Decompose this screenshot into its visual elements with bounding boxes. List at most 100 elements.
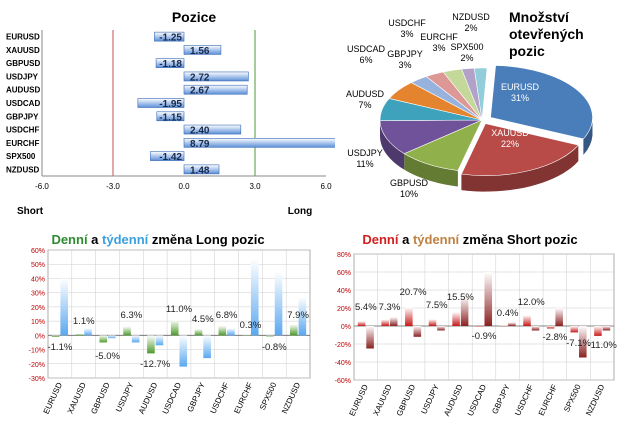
change-chart-category-label: GBPJPY — [490, 382, 512, 415]
change-chart-title-part: Denní — [51, 232, 88, 247]
daily-change-bar — [147, 335, 155, 354]
daily-change-value-label: 7.5% — [426, 300, 448, 311]
weekly-change-bar — [274, 271, 283, 336]
pie-slice-percent-label: 31% — [511, 93, 529, 103]
change-chart-category-label: USDCHF — [513, 383, 535, 417]
weekly-change-bar — [155, 335, 164, 346]
positions-category-label: NZDUSD — [6, 165, 40, 174]
positions-value-label: -1.18 — [159, 59, 182, 70]
change-chart-y-tick-label: 40% — [337, 288, 351, 295]
change-chart-category-label: USDCHF — [209, 381, 231, 415]
change-chart-category-label: AUDUSD — [442, 383, 465, 418]
pie-slice-name-label: USDJPY — [347, 148, 383, 158]
change-chart-y-tick-label: 0% — [341, 324, 351, 331]
open-positions-pie-chart: Množství otevřených pozic EURUSD 31% XAUUSD 22… — [335, 0, 619, 225]
change-chart-category-label: USDCAD — [161, 381, 184, 416]
positions-category-label: USDJPY — [6, 72, 39, 81]
daily-change-value-label: 6.8% — [216, 310, 238, 321]
daily-change-value-label: 20.7% — [400, 287, 427, 298]
change-chart-title-part: týdenní — [413, 232, 460, 247]
weekly-change-bar — [366, 326, 374, 349]
change-chart-category-label: NZDUSD — [584, 383, 606, 417]
pie-title-line: otevřených — [509, 26, 584, 42]
daily-change-value-label: -0.9% — [472, 331, 497, 342]
positions-title: Pozice — [172, 9, 217, 25]
positions-value-label: -1.95 — [159, 99, 182, 110]
weekly-change-bar — [60, 278, 69, 336]
change-chart-y-tick-label: -30% — [29, 376, 45, 383]
change-chart-y-tick-label: 20% — [337, 306, 351, 313]
weekly-change-bar — [508, 322, 516, 326]
positions-x-tick-label: 0.0 — [178, 182, 190, 191]
daily-change-value-label: 7.3% — [379, 302, 401, 313]
weekly-change-bar — [579, 326, 587, 358]
daily-change-bar — [266, 335, 274, 337]
pie-slice-name-label: EURUSD — [501, 82, 540, 92]
pie-slice-percent-label: 7% — [358, 100, 371, 110]
change-chart-y-tick-label: -10% — [29, 348, 45, 355]
daily-change-bar — [75, 333, 84, 336]
positions-category-label: AUDUSD — [6, 86, 40, 95]
weekly-change-bar — [108, 335, 116, 339]
change-chart-category-label: EURUSD — [348, 383, 371, 418]
weekly-change-bar — [460, 296, 469, 326]
short-change-chart-svg: Denní a týdenní změna Short pozic -60% -40… — [335, 232, 618, 418]
daily-change-value-label: 12.0% — [518, 297, 545, 308]
positions-x-tick-label: -6.0 — [35, 182, 49, 191]
weekly-change-bar — [298, 296, 307, 336]
change-chart-y-tick-label: 60% — [31, 248, 45, 255]
positions-chart: Pozice EURUSD -1.25 XAUUSD 1.56 GBPUSD -1.18 US… — [0, 0, 335, 225]
positions-bar — [183, 124, 242, 135]
daily-change-bar — [523, 315, 531, 326]
short-axis-label: Short — [17, 206, 44, 217]
pie-slice — [460, 123, 579, 176]
daily-change-bar — [428, 319, 437, 326]
change-chart-title-part: a — [398, 232, 412, 247]
weekly-change-bar — [437, 326, 445, 331]
pie-slice-side — [461, 145, 579, 192]
change-chart-category-label: EURCHF — [232, 381, 254, 415]
daily-change-value-label: -2.8% — [542, 332, 567, 343]
pie-slice-percent-label: 22% — [501, 139, 519, 149]
daily-change-bar — [499, 325, 508, 327]
positions-bar — [155, 58, 185, 68]
daily-change-bar — [452, 312, 460, 326]
change-chart-y-tick-label: 50% — [31, 262, 45, 269]
pie-slice — [473, 67, 488, 121]
pie-title-line: Množství — [509, 9, 570, 25]
weekly-change-bar — [203, 335, 211, 359]
long-axis-label: Long — [288, 206, 312, 217]
daily-change-value-label: 0.4% — [497, 308, 519, 319]
change-chart-y-tick-label: 10% — [31, 319, 45, 326]
positions-category-label: EURUSD — [6, 33, 40, 42]
positions-value-label: 2.67 — [190, 86, 210, 97]
positions-value-label: 1.48 — [190, 165, 210, 176]
positions-category-label: USDCHF — [6, 126, 39, 135]
positions-bar — [183, 45, 222, 55]
pie-slice-name-label: AUDUSD — [346, 89, 385, 99]
daily-change-value-label: 5.4% — [355, 302, 377, 313]
positions-x-tick-label: 3.0 — [249, 182, 261, 191]
positions-value-label: 2.40 — [190, 126, 210, 137]
daily-change-bar — [546, 326, 555, 329]
daily-change-bar — [405, 307, 413, 326]
pie-slice-percent-label: 3% — [432, 43, 445, 53]
change-chart-category-label: SPX500 — [258, 381, 279, 412]
positions-category-label: USDCAD — [6, 99, 40, 108]
long-change-chart: Denní a týdenní změna Long pozic -30% -20%… — [0, 228, 318, 424]
change-chart-y-tick-label: 0% — [35, 333, 45, 340]
change-chart-category-label: USDJPY — [114, 380, 136, 413]
change-chart-y-tick-label: 20% — [31, 305, 45, 312]
weekly-change-bar — [413, 326, 422, 337]
pie-slice-side — [583, 119, 593, 155]
pie-slice-name-label: SPX500 — [450, 42, 483, 52]
daily-change-bar — [242, 334, 250, 336]
pie-slice-name-label: NZDUSD — [452, 12, 490, 22]
pie-slice-name-label: XAUUSD — [491, 128, 529, 138]
daily-change-value-label: -12.7% — [140, 359, 171, 370]
weekly-change-bar — [227, 328, 235, 336]
daily-change-bar — [218, 325, 227, 336]
positions-value-label: -1.42 — [159, 152, 182, 163]
change-chart-category-label: USDJPY — [419, 382, 441, 415]
daily-change-bar — [123, 326, 131, 336]
